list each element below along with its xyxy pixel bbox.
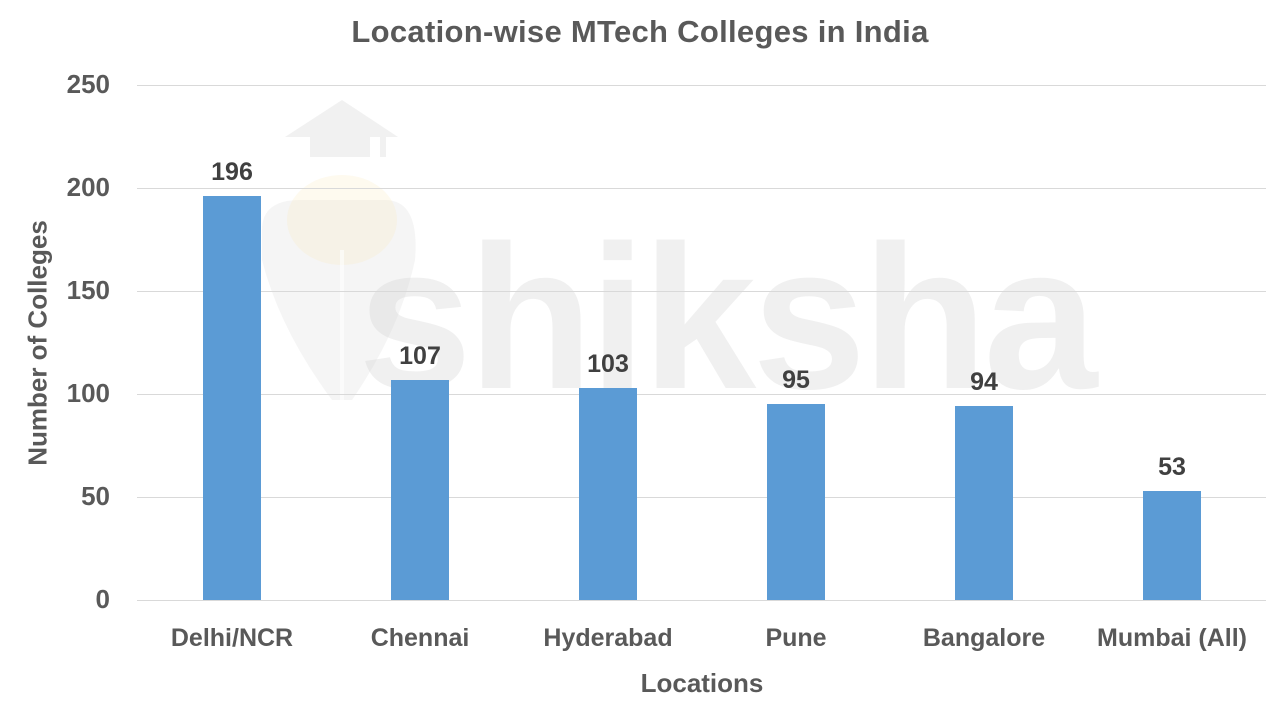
x-axis-label: Locations (640, 668, 764, 698)
y-tick-label: 150 (66, 275, 110, 305)
y-tick-label: 250 (66, 69, 110, 99)
gridline (137, 497, 1266, 498)
data-label: 53 (1158, 452, 1186, 481)
bar-pune (767, 404, 825, 600)
gridline (137, 600, 1266, 601)
chart-title: Location-wise MTech Colleges in India (351, 14, 929, 49)
gridline (137, 85, 1266, 86)
data-label: 94 (970, 368, 998, 397)
x-tick-label: Mumbai (All) (1097, 624, 1247, 652)
gridline (137, 291, 1266, 292)
data-label: 107 (399, 341, 441, 370)
gridline (137, 394, 1266, 395)
gridline (137, 188, 1266, 189)
x-tick-label: Hyderabad (543, 624, 673, 652)
y-tick-label: 100 (66, 378, 110, 408)
y-tick-label: 0 (95, 584, 110, 614)
x-tick-label: Bangalore (922, 624, 1046, 652)
x-tick-label: Chennai (370, 624, 470, 652)
data-label: 196 (211, 158, 253, 187)
bar-delhi-ncr (203, 196, 261, 600)
x-tick-label: Pune (765, 624, 827, 652)
data-label: 95 (782, 366, 810, 395)
y-tick-label: 50 (81, 481, 110, 511)
y-axis-label: Number of Colleges (22, 220, 53, 466)
bar-bangalore (955, 406, 1013, 600)
y-tick-label: 200 (66, 172, 110, 202)
bar-hyderabad (579, 387, 637, 600)
bar-mumbai-all (1143, 490, 1201, 600)
x-tick-label: Delhi/NCR (170, 624, 294, 652)
bar-chennai (391, 379, 449, 600)
data-label: 103 (587, 349, 629, 378)
